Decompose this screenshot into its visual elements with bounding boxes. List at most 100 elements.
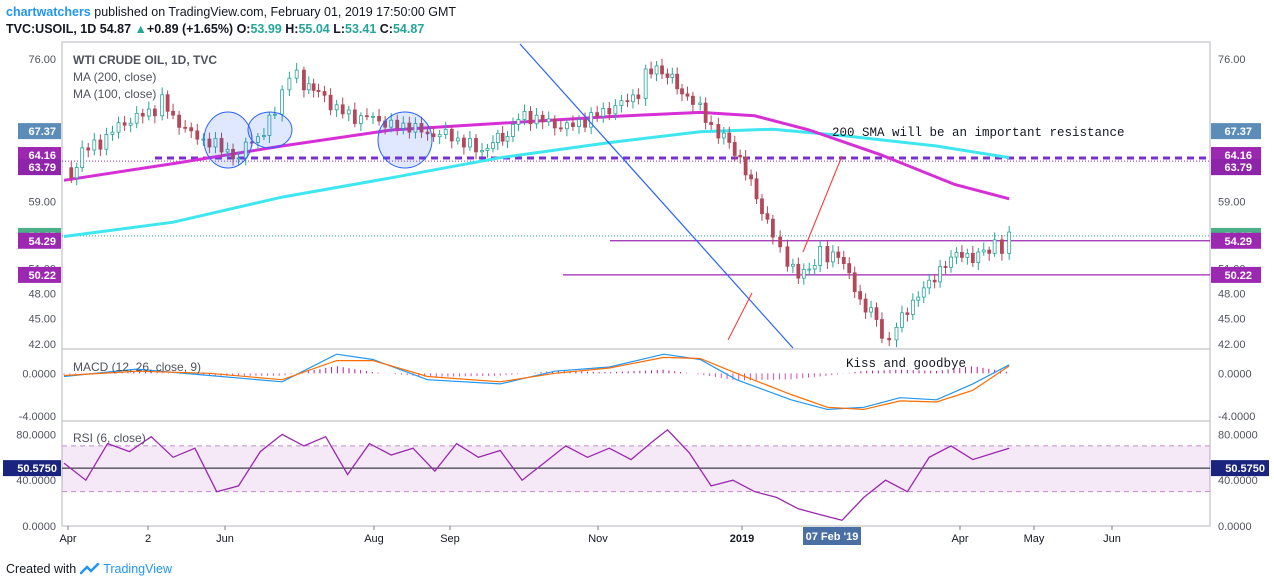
candle-body [134, 112, 139, 124]
price-label-left-text: 64.16 [28, 150, 56, 162]
candle-body [455, 137, 460, 142]
candle-body [680, 88, 684, 95]
author-link[interactable]: chartwatchers [6, 5, 91, 19]
candle-body [858, 291, 863, 300]
low-label: L: [333, 22, 346, 36]
candle-body [665, 73, 670, 78]
candle-body [195, 130, 200, 140]
candle-body [110, 131, 115, 135]
candle-body [231, 148, 235, 160]
candle-body [491, 142, 495, 149]
date-badge [803, 527, 861, 545]
y-tick-label-right: 48.00 [1218, 289, 1246, 301]
tradingview-logo[interactable]: TradingView [80, 562, 172, 576]
candle-body [921, 287, 926, 298]
candle-body [419, 123, 424, 133]
tradingview-brand: TradingView [103, 562, 172, 576]
candle-body [468, 138, 472, 148]
candle-body [98, 139, 103, 150]
candle-body [754, 178, 759, 200]
rsi-legend: RSI (6, close) [73, 431, 146, 445]
candle-body [801, 269, 806, 279]
candle-body [965, 252, 970, 258]
y-tick-label-left: 48.00 [28, 289, 56, 301]
high-value: 55.04 [298, 22, 330, 36]
candle-body [505, 136, 510, 142]
chart-canvas[interactable]: Apr 2 Jun Aug Sep Nov 2019 Apr May Jun 42.00 42.00 4… [0, 0, 1274, 560]
candle-body [863, 298, 868, 313]
candle-body [322, 91, 327, 96]
x-tick-label: 2019 [730, 533, 754, 545]
price-label-right [1211, 232, 1261, 249]
date-badge-text: 07 Feb '19 [806, 531, 859, 543]
price-label-right-text: 67.37 [1224, 126, 1252, 138]
candle-body [910, 299, 915, 315]
candle-body [709, 122, 713, 125]
candle-body [721, 132, 726, 139]
symbol-label[interactable]: TVC:USOIL, 1D [6, 22, 97, 36]
candle-body [987, 249, 992, 254]
projection-line [727, 292, 753, 341]
rsi-label-left-text: 50.5750 [17, 463, 57, 475]
price-label-left-text: 50.22 [28, 270, 56, 282]
candle-body [86, 147, 91, 151]
change-arrow-icon: ▲ [134, 22, 147, 36]
created-with-label: Created with [6, 562, 77, 576]
x-tick-label: Jun [1103, 533, 1121, 545]
candle-body [358, 115, 363, 124]
candle-body [413, 123, 418, 133]
ma-legend: MA (200, close) [73, 70, 156, 84]
open-value: 53.99 [250, 22, 282, 36]
candle-body [675, 73, 680, 90]
candle-body [785, 246, 790, 267]
price-label-right [1211, 123, 1261, 140]
candle-body [1000, 239, 1004, 254]
candle-body [219, 138, 224, 153]
chart-frame [61, 41, 1211, 527]
y-tick-label-right: 42.00 [1218, 339, 1246, 351]
candle-body [449, 128, 454, 142]
candle-body [818, 246, 823, 266]
candle-body [790, 263, 795, 267]
price-label-right-text: 50.22 [1224, 270, 1252, 282]
footer: Created with TradingView [6, 562, 172, 576]
candle-body [887, 337, 892, 341]
macd-y-tick-right: 0.0000 [1218, 368, 1252, 380]
candle-body [716, 124, 721, 139]
candle-body [727, 132, 732, 143]
rsi-y-tick-right: 0.0000 [1218, 521, 1252, 533]
price-label-left-text: 54.29 [28, 236, 56, 248]
candle-body [654, 65, 659, 75]
projection-line [802, 155, 843, 253]
close-value: 54.87 [392, 22, 425, 36]
macd-annotation: Kiss and goodbye [846, 357, 966, 371]
chart-title: WTI CRUDE OIL, 1D, TVC [73, 53, 217, 67]
candle-body [104, 134, 109, 150]
ohlc-line: TVC:USOIL, 1D 54.87 ▲+0.89 (+1.65%) O:53… [6, 22, 424, 36]
candle-body [160, 94, 165, 117]
candle-body [407, 122, 412, 133]
highlight-ellipse [377, 111, 433, 169]
rsi-y-tick-left: 80.0000 [16, 429, 56, 441]
candle-body [670, 73, 675, 78]
candle-body [243, 141, 248, 159]
candle-body [201, 138, 206, 141]
candle-body [938, 266, 943, 283]
annotation-text: 200 SMA will be an important resistance [832, 126, 1125, 140]
candle-body [583, 119, 587, 128]
candle-body [528, 111, 533, 125]
candle-body [571, 122, 575, 127]
candle-body [287, 77, 292, 91]
macd-y-tick-left: 0.0000 [22, 368, 56, 380]
candle-body [401, 122, 406, 129]
candle-body [302, 69, 306, 91]
candle-body [970, 252, 975, 263]
candle-body [128, 122, 133, 126]
candle-body [976, 251, 981, 263]
candle-body [796, 263, 801, 279]
candle-body [954, 252, 959, 258]
candle-body [437, 134, 442, 138]
candle-body [225, 148, 230, 153]
trend-line [519, 43, 794, 349]
candle-body [116, 122, 121, 133]
